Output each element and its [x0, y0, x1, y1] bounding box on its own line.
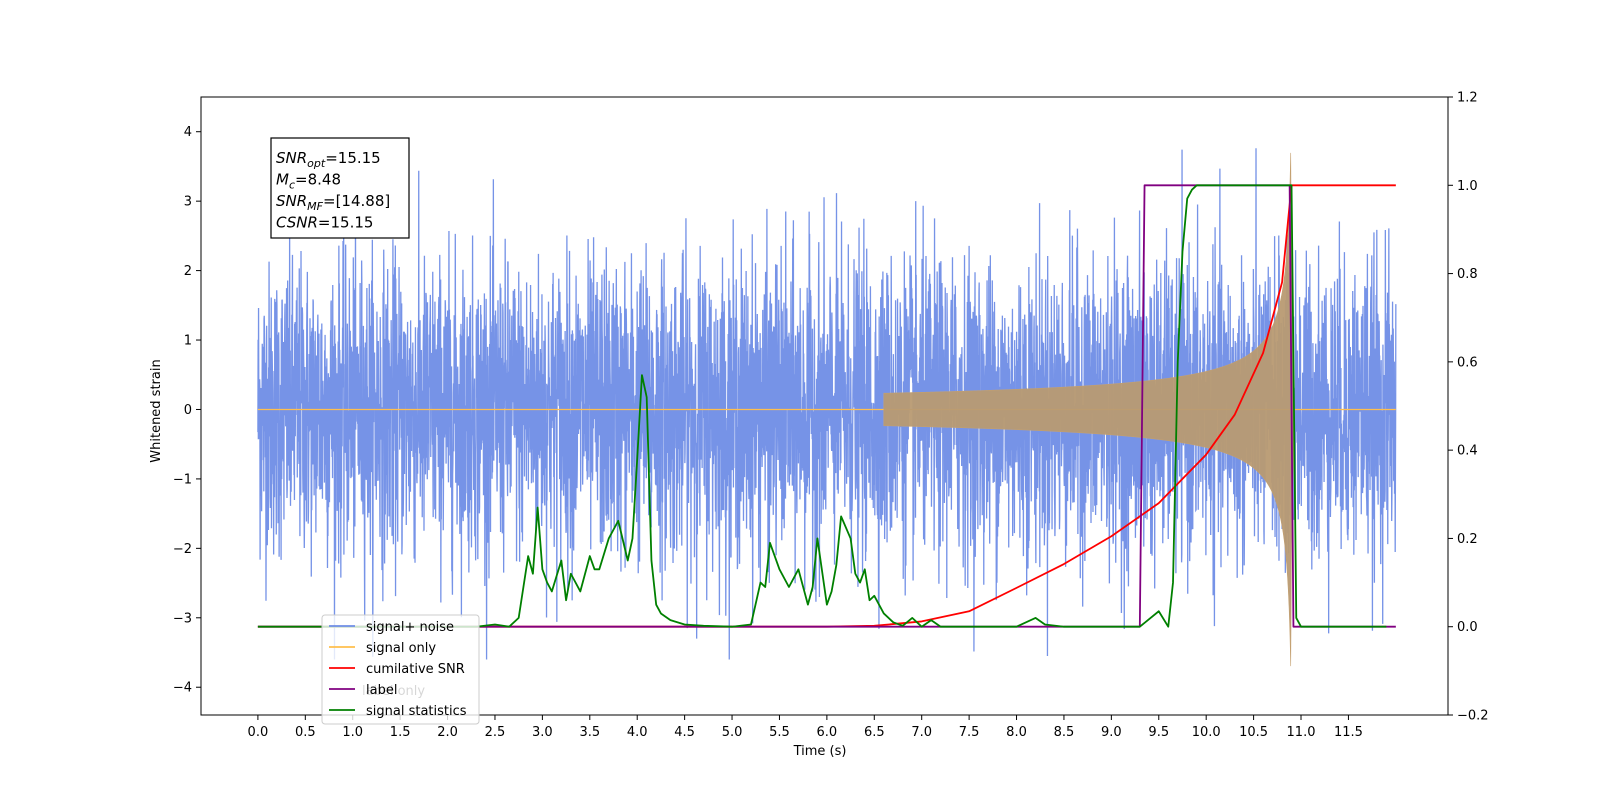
x-tick-label: 4.0 [627, 725, 648, 740]
series-cumulative-snr [257, 184, 1396, 628]
x-axis-ticks: 0.0 0.5 1.0 1.5 2.0 2.5 3.0 3.5 4.0 4.5 5.0 5.5 6.0 6… [248, 715, 1363, 740]
y-axis-title: Whitened strain [149, 359, 164, 462]
x-tick-label: 8.5 [1054, 725, 1075, 740]
x-tick-label: 10.0 [1192, 725, 1221, 740]
legend-label: label [366, 683, 397, 698]
y-tick-label: −3 [173, 611, 192, 626]
y-tick-label: 2 [184, 264, 192, 279]
plot-frame [200, 96, 1449, 716]
info-line: CSNR=15.15 [276, 214, 373, 232]
x-tick-label: 7.0 [911, 725, 932, 740]
x-tick-label: 0.5 [295, 725, 316, 740]
x-tick-label: 3.0 [532, 725, 553, 740]
axes [200, 96, 1449, 716]
x-tick-label: 1.5 [390, 725, 411, 740]
y-tick-label: −1 [173, 472, 192, 487]
x-tick-label: 5.0 [722, 725, 743, 740]
y2-tick-label: 1.0 [1457, 179, 1478, 194]
x-tick-label: 0.0 [248, 725, 269, 740]
y-tick-label: 4 [184, 125, 192, 140]
y-tick-label: −4 [173, 681, 192, 696]
x-tick-label: 3.5 [579, 725, 600, 740]
y-tick-label: 0 [184, 403, 192, 418]
signal-statistics-line [257, 184, 1387, 628]
info-line: SNRMF=[14.88] [276, 192, 390, 213]
x-tick-label: 10.5 [1239, 725, 1268, 740]
cumulative-snr-line [257, 184, 1396, 628]
x-tick-label: 11.5 [1334, 725, 1363, 740]
legend-label: signal statistics [366, 704, 467, 719]
x-tick-label: 4.5 [674, 725, 695, 740]
x-tick-label: 8.0 [1006, 725, 1027, 740]
info-line: SNRopt=15.15 [276, 149, 381, 170]
legend-label: signal only [366, 641, 436, 656]
x-tick-label: 9.5 [1148, 725, 1169, 740]
y2-tick-label: 0.0 [1457, 620, 1478, 635]
signal-chirp-fill [883, 152, 1295, 667]
y2-tick-label: 0.2 [1457, 532, 1478, 547]
legend-label: signal+ noise [366, 620, 454, 635]
y-axis-ticks: −4 −3 −2 −1 0 1 2 3 4 [173, 125, 201, 696]
x-tick-label: 11.0 [1287, 725, 1316, 740]
y2-tick-label: 0.4 [1457, 444, 1478, 459]
info-box: SNRopt=15.15Mc=8.48SNRMF=[14.88]CSNR=15.… [270, 137, 410, 239]
x-tick-label: 5.5 [769, 725, 790, 740]
x-tick-label: 7.5 [959, 725, 980, 740]
x-tick-label: 6.5 [864, 725, 885, 740]
y2-tick-label: −0.2 [1457, 709, 1489, 724]
y2-tick-label: 0.8 [1457, 267, 1478, 282]
x-tick-label: 9.0 [1101, 725, 1122, 740]
y2-tick-label: 0.6 [1457, 355, 1478, 370]
y-tick-label: −2 [173, 542, 192, 557]
x-tick-label: 2.0 [437, 725, 458, 740]
y-tick-label: 3 [184, 195, 192, 210]
legend-frame [321, 614, 480, 725]
series-signal-only [257, 152, 1396, 667]
series-signal-statistics [257, 184, 1387, 628]
y-tick-label: 1 [184, 334, 192, 349]
y2-axis-ticks: −0.2 0.0 0.2 0.4 0.6 0.8 1.0 1.2 [1448, 91, 1489, 724]
x-axis-title: Time (s) [793, 744, 847, 759]
info-box-frame [270, 137, 410, 239]
x-tick-label: 1.0 [342, 725, 363, 740]
x-tick-label: 6.0 [817, 725, 838, 740]
y2-tick-label: 1.2 [1457, 91, 1478, 106]
x-tick-label: 2.5 [485, 725, 506, 740]
legend-label: cumilative SNR [366, 662, 465, 677]
info-line: Mc=8.48 [276, 171, 341, 192]
